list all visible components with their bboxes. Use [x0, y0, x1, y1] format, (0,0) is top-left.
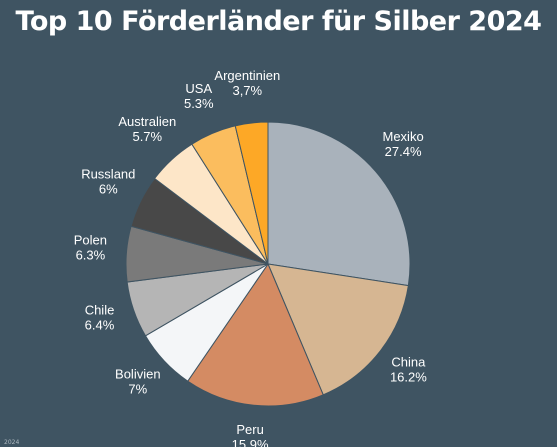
slice-label-mexiko: Mexiko 27.4% [383, 129, 424, 159]
slice-label-polen: Polen 6.3% [74, 232, 107, 262]
slice-label-argentinien: Argentinien 3,7% [214, 68, 280, 98]
pie-slice-mexiko [267, 121, 411, 287]
slice-name: Polen [74, 232, 107, 247]
slice-name: Bolivien [115, 366, 161, 381]
slice-name: China [391, 354, 426, 369]
slice-label-peru: Peru 15.9% [232, 422, 269, 447]
slice-label-china: China 16.2% [390, 354, 427, 384]
slice-name: Russland [81, 166, 135, 181]
pie-slice-china [267, 263, 409, 396]
slice-label-russland: Russland 6% [81, 166, 135, 196]
corner-text: 2024 [4, 439, 20, 446]
slice-label-bolivien: Bolivien 7% [115, 366, 161, 396]
slice-value: 5.3% [184, 96, 214, 111]
slice-label-australien: Australien 5.7% [118, 114, 176, 144]
slice-name: Mexiko [383, 129, 424, 144]
slice-value: 7% [128, 381, 147, 396]
slice-label-usa: USA 5.3% [184, 81, 214, 111]
slice-name: Peru [236, 422, 263, 437]
slice-value: 5.7% [132, 129, 162, 144]
slice-name: Chile [85, 302, 115, 317]
slice-value: 3,7% [232, 83, 262, 98]
slice-value: 27.4% [385, 144, 422, 159]
chart-title: Top 10 Förderländer für Silber 2024 [15, 6, 542, 37]
slice-value: 16.2% [390, 369, 427, 384]
slice-value: 6.4% [85, 317, 115, 332]
slice-name: USA [185, 81, 212, 96]
slice-name: Argentinien [214, 68, 280, 83]
pie-slice-argentinien [234, 121, 269, 265]
slice-name: Australien [118, 114, 176, 129]
slice-value: 15.9% [232, 437, 269, 447]
slice-label-chile: Chile 6.4% [85, 302, 115, 332]
slice-value: 6% [99, 181, 118, 196]
slice-value: 6.3% [76, 247, 106, 262]
pie-slice-peru [187, 262, 324, 407]
